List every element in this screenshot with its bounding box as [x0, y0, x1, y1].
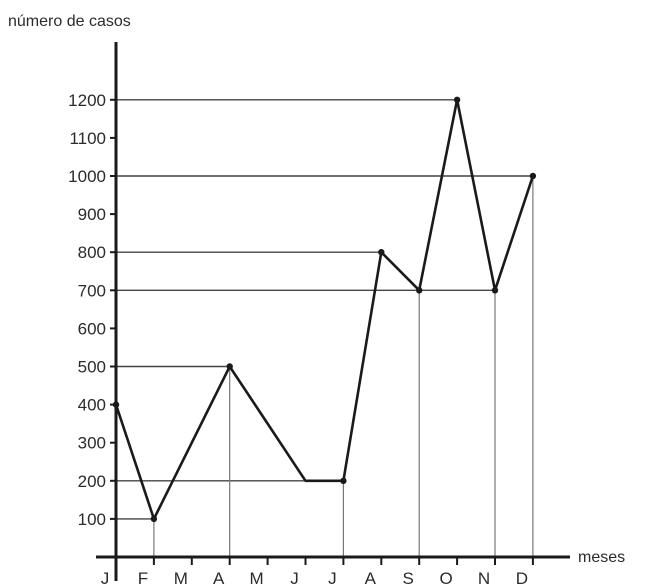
data-point	[453, 96, 461, 104]
x-tick-label: J	[101, 569, 110, 586]
y-tick-label: 100	[78, 510, 106, 529]
data-point	[150, 515, 158, 523]
x-tick-label: M	[250, 569, 264, 586]
y-tick-label: 1000	[68, 167, 106, 186]
y-tick-label: 400	[78, 396, 106, 415]
data-point	[340, 477, 347, 484]
data-point	[416, 287, 423, 294]
x-tick-label: M	[174, 569, 188, 586]
data-point	[112, 401, 120, 408]
x-tick-label: F	[138, 569, 148, 586]
y-tick-label: 500	[78, 358, 106, 377]
y-tick-label: 1100	[69, 129, 106, 148]
x-tick-label: J	[328, 569, 337, 586]
drop-lines	[153, 176, 534, 557]
y-tick-label: 900	[78, 205, 106, 224]
data-point	[491, 287, 499, 294]
series-layer	[112, 96, 537, 523]
x-axis-title: meses	[578, 549, 625, 566]
data-point	[529, 172, 537, 180]
y-tick-label: 800	[78, 243, 106, 262]
data-point	[226, 363, 233, 370]
y-tick-label: 700	[78, 281, 106, 300]
x-tick-label: A	[365, 569, 377, 586]
y-tick-label: 200	[78, 472, 106, 491]
y-axis-ticks: 100 200 300 400 500 600 700 800 900 1000 1100 1200	[68, 91, 117, 529]
x-tick-label: A	[213, 569, 225, 586]
x-tick-label: S	[403, 569, 414, 586]
data-point	[378, 249, 385, 256]
y-tick-label: 1200	[68, 91, 106, 110]
series-line	[114, 98, 535, 521]
reference-lines	[116, 99, 533, 520]
y-axis-title: número de casos	[8, 13, 131, 30]
x-tick-label: J	[290, 569, 299, 586]
x-tick-label: N	[478, 569, 490, 586]
y-tick-label: 600	[78, 319, 106, 338]
y-tick-label: 300	[78, 434, 106, 453]
x-tick-label: D	[516, 569, 528, 586]
x-tick-label: O	[439, 569, 452, 586]
